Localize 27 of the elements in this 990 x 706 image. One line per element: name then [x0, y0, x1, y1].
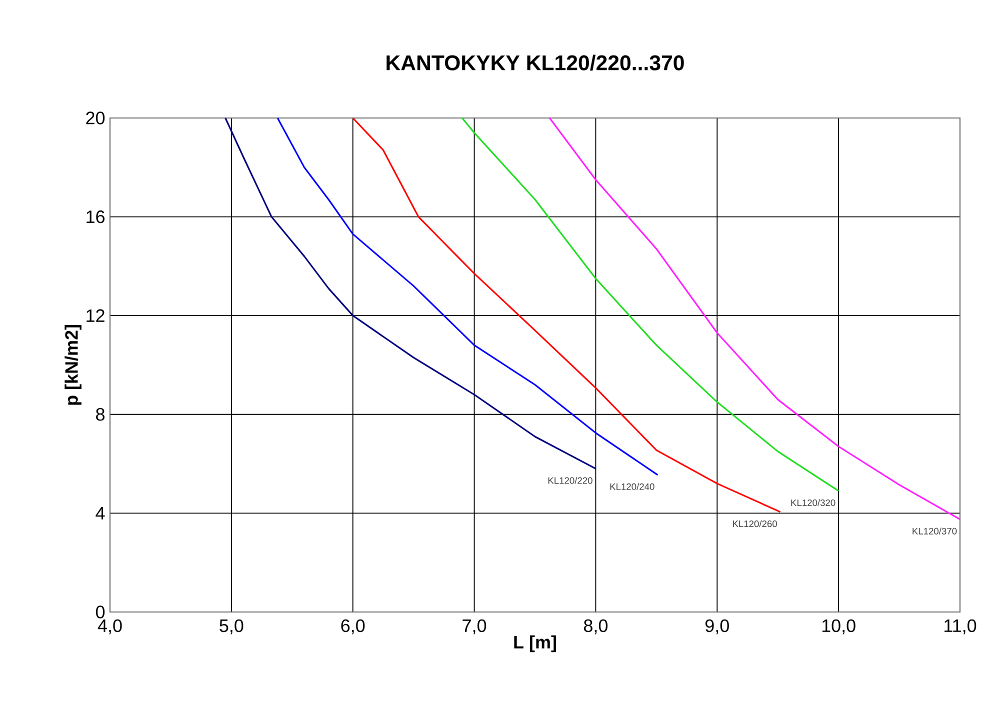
series-label: KL120/260 — [732, 520, 777, 528]
line-series — [352, 117, 782, 513]
chart-title: KANTOKYKY KL120/220...370 — [386, 54, 684, 71]
x-tick-label: 10,0 — [822, 619, 856, 634]
x-axis-title: L [m] — [514, 635, 556, 652]
x-tick-label: 9,0 — [705, 619, 729, 634]
x-tick-label: 6,0 — [341, 619, 365, 634]
line-series — [224, 117, 597, 470]
series-label: KL120/320 — [791, 499, 836, 506]
line-series — [276, 117, 658, 476]
y-axis-title: p [kN/m2] — [64, 325, 82, 405]
y-tick-label: 0 — [96, 606, 105, 618]
series-label: KL120/220 — [548, 477, 592, 484]
y-tick-label: 8 — [96, 408, 105, 421]
x-tick-label: 5,0 — [220, 619, 244, 634]
x-tick-label: 4,0 — [98, 619, 122, 634]
y-tick-label: 20 — [86, 112, 105, 124]
x-tick-label: 11,0 — [944, 619, 976, 634]
series-label: KL120/240 — [610, 483, 654, 490]
y-tick-label: 4 — [96, 507, 105, 520]
y-tick-label: 16 — [86, 210, 105, 224]
line-series — [548, 117, 961, 520]
x-tick-label: 7,0 — [462, 619, 486, 634]
y-tick-label: 12 — [86, 309, 104, 322]
series-label: KL120/370 — [912, 528, 957, 534]
x-tick-label: 8,0 — [584, 619, 608, 634]
line-series — [461, 117, 840, 492]
